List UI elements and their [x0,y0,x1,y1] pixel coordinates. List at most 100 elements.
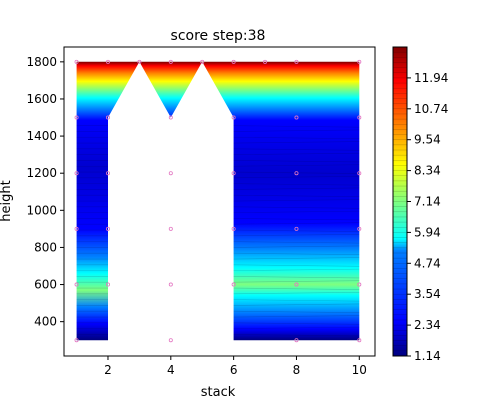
sample-point [74,115,79,120]
contour-lines [76,125,360,337]
sample-point [357,115,362,120]
colorbar-ticks: 1.14 2.34 3.54 4.74 5.94 7.14 8.34 9.54 10.74 11.… [407,71,448,363]
sample-point [168,115,173,120]
contour-line [233,252,360,256]
chart-title: score step:38 [171,28,266,44]
sample-point [231,59,236,64]
contour-line [233,222,360,225]
sample-point [168,171,173,176]
contour-line [233,326,360,329]
y-tick-label: 1600 [26,92,57,106]
colorbar-tick-label: 9.54 [414,133,441,147]
contour-line [233,280,360,283]
sample-point [231,171,236,176]
contour-line [233,322,360,325]
sample-point [74,338,79,343]
colorbar-tick-label: 5.94 [414,225,441,239]
contour-line [233,276,360,279]
y-axis-ticks: 400 600 800 1000 1200 1400 1600 1800 [26,55,64,329]
colorbar-tick-label: 7.14 [414,195,441,209]
contour-line [233,136,360,140]
contour-line [233,164,360,167]
contour-line [233,129,360,132]
sample-point [231,115,236,120]
contour-line [233,234,360,237]
contour-region-left [76,61,165,341]
sample-point [357,282,362,287]
sample-point [74,282,79,287]
y-tick-label: 400 [34,315,57,329]
contour-line [233,141,360,144]
contour-line [233,264,360,267]
sample-point [294,226,299,231]
x-tick-label: 2 [104,363,112,377]
contour-line [233,206,360,209]
plot-frame [63,46,376,357]
sample-points [74,59,362,343]
contour-line [233,245,360,248]
sample-point [200,59,205,64]
colorbar-tick-label: 10.74 [414,102,448,116]
y-tick-label: 1000 [26,203,57,217]
contour-line [233,152,360,155]
sample-point [74,171,79,176]
contour-line [233,187,360,190]
x-axis-ticks: 2 4 6 8 10 [104,356,367,377]
sample-point [168,282,173,287]
sample-point [357,171,362,176]
contour-line [233,241,360,244]
contour-line [233,299,360,302]
x-tick-label: 6 [230,363,238,377]
y-tick-label: 1200 [26,166,57,180]
colorbar-tick-label: 1.14 [414,349,441,363]
contour-line [233,310,360,314]
contour-line [233,268,360,271]
sample-point [137,59,142,64]
colorbar-level-lines [393,51,407,352]
sample-point [357,338,362,343]
sample-point [105,171,110,176]
x-tick-label: 10 [352,363,367,377]
sample-point [105,59,110,64]
sample-point [294,171,299,176]
sample-point [74,226,79,231]
contour-line [233,194,360,198]
sample-point [357,226,362,231]
sample-point [168,338,173,343]
contour-line [233,303,360,306]
contour-line [233,148,360,151]
colorbar-tick-label: 8.34 [414,164,441,178]
contour-line [233,176,360,179]
contour-line [233,287,360,290]
y-axis-label: height [0,180,14,221]
contour-region-right [165,61,360,341]
colorbar-tick-label: 4.74 [414,256,441,270]
sample-point [294,59,299,64]
sample-point [231,226,236,231]
contour-line [233,257,360,260]
sample-point [74,59,79,64]
y-tick-label: 600 [34,278,57,292]
x-tick-label: 4 [167,363,175,377]
sample-point [168,59,173,64]
sample-point [294,338,299,343]
contour-line [233,292,360,295]
sample-point [105,115,110,120]
contour-line [233,160,360,163]
contour-line [233,315,360,318]
y-tick-label: 1400 [26,129,57,143]
contour-line [233,334,360,337]
contour-line [233,218,360,221]
x-tick-label: 8 [293,363,301,377]
sample-point [357,59,362,64]
y-tick-label: 800 [34,240,57,254]
x-axis-label: stack [201,385,236,400]
sample-point [231,282,236,287]
colorbar-tick-label: 3.54 [414,287,441,301]
contour-line [233,199,360,202]
sample-point [105,226,110,231]
y-tick-label: 1800 [26,55,57,69]
contour-line [233,125,360,128]
contour-line [233,210,360,213]
